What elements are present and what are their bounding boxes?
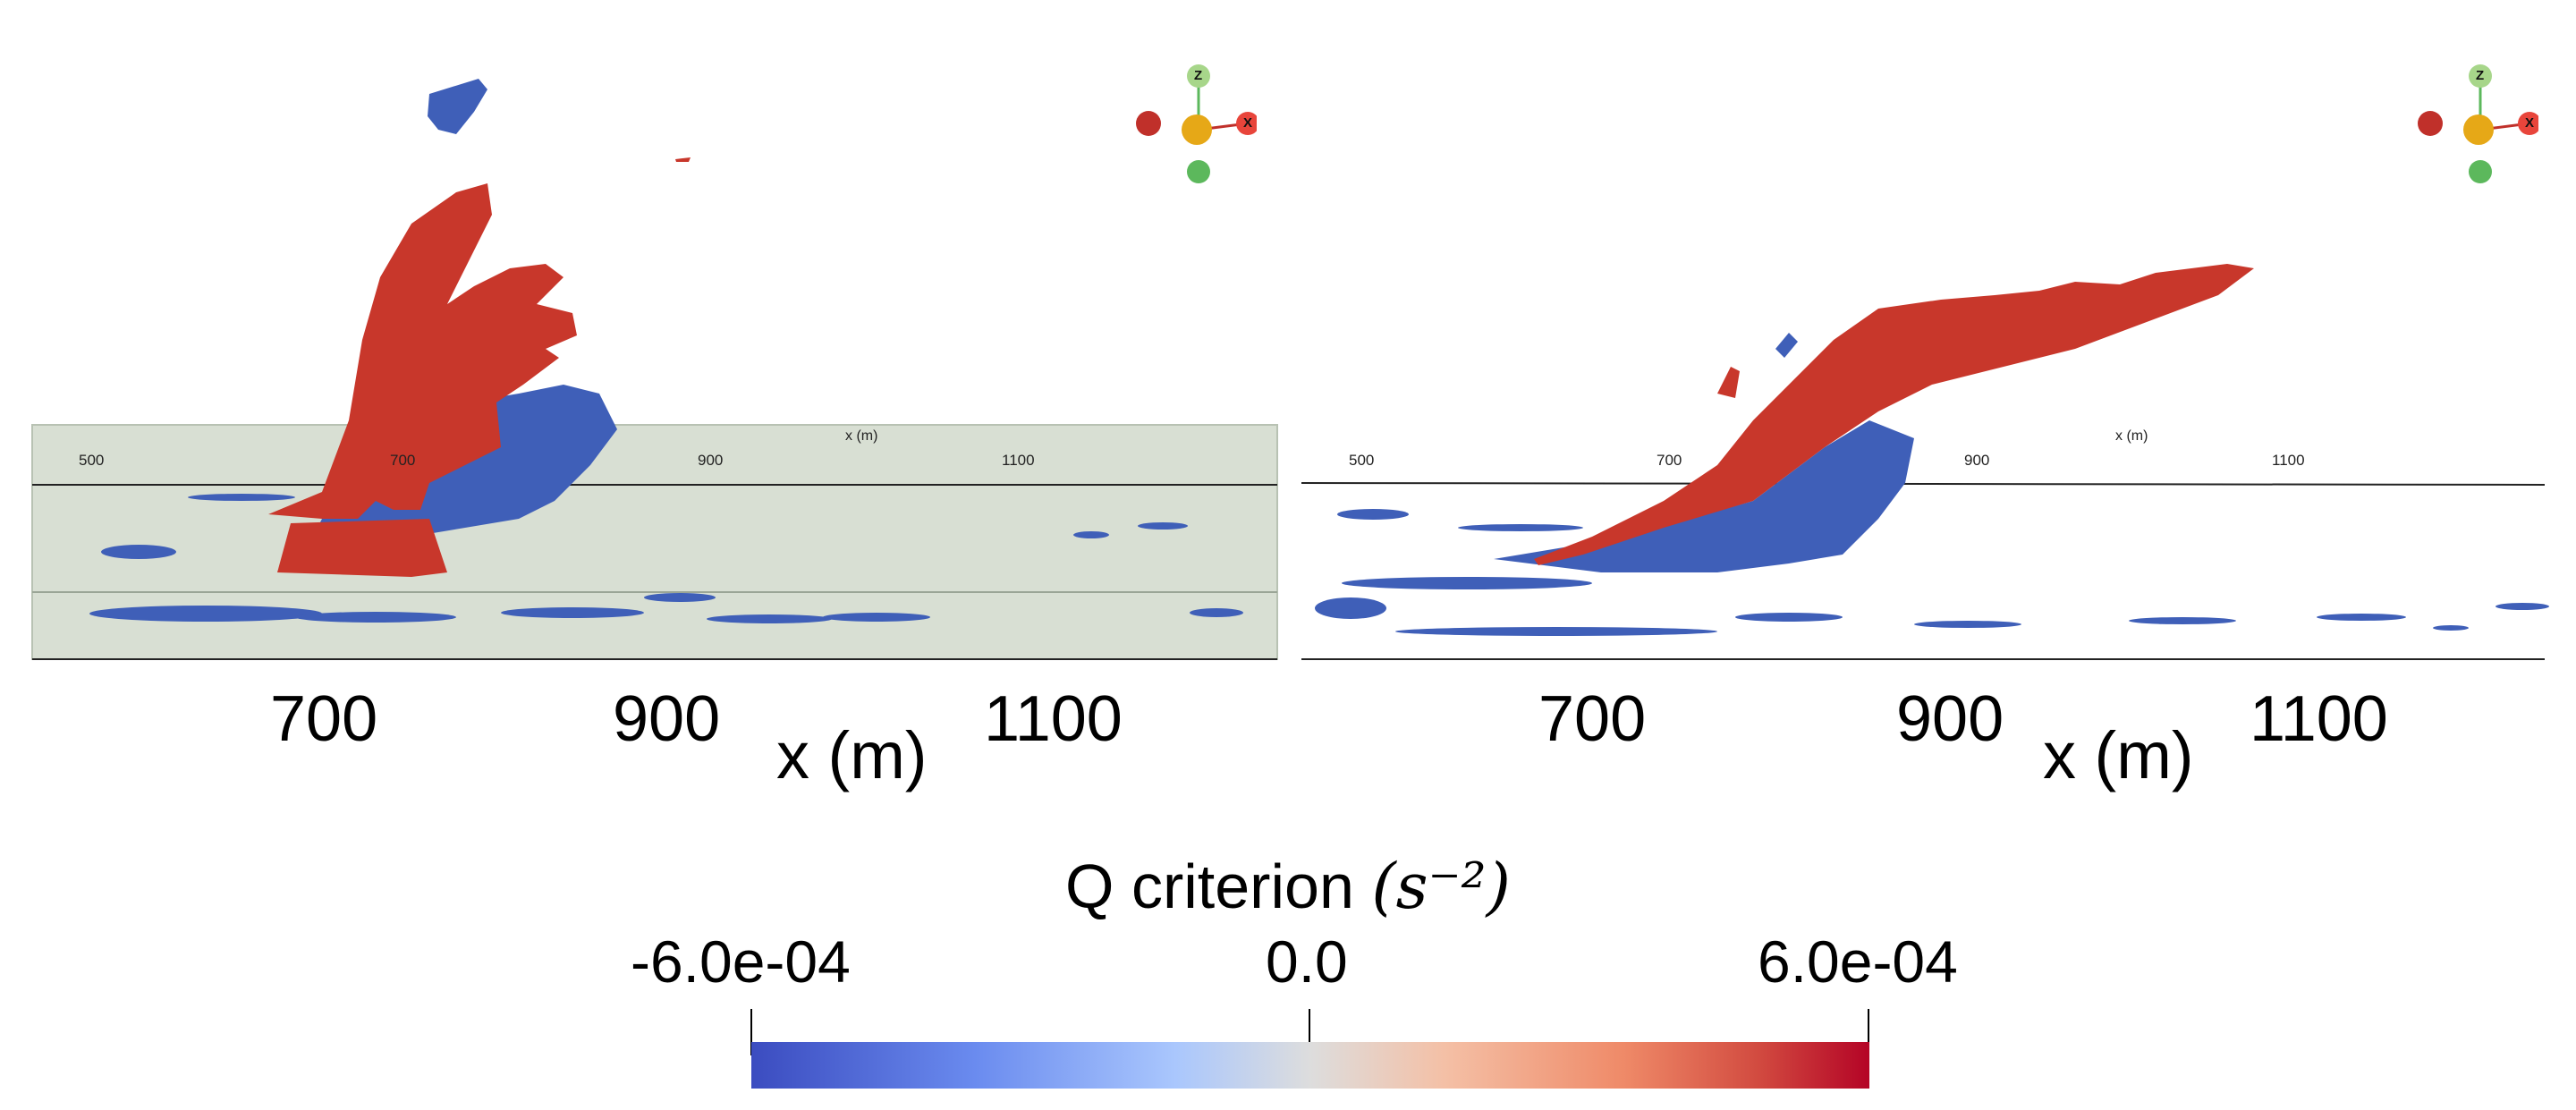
orientation-axes-widget: Z X bbox=[2413, 58, 2538, 192]
negative-q-streaks bbox=[89, 494, 1243, 623]
colorbar-mid-label: 0.0 bbox=[1266, 928, 1348, 995]
axis-x-label: X bbox=[2525, 115, 2535, 131]
colorbar-title-text: Q criterion bbox=[1065, 852, 1354, 921]
tick-700: 700 bbox=[1538, 683, 1647, 755]
negative-q-tip bbox=[1775, 333, 1798, 358]
tick-900: 900 bbox=[1896, 683, 2004, 755]
plane-tick-1100: 1100 bbox=[1002, 452, 1035, 469]
axis-z-dot bbox=[1187, 64, 1210, 88]
plane-tick-900: 900 bbox=[1964, 452, 1990, 469]
axis-neg-y-dot bbox=[2469, 160, 2492, 183]
axis-x-dot bbox=[2518, 112, 2538, 135]
colorbar-min-label: -6.0e-04 bbox=[631, 928, 851, 995]
axis-neg-x-dot bbox=[2418, 111, 2443, 136]
colorbar-tick-max bbox=[1868, 1009, 1869, 1055]
tick-700: 700 bbox=[270, 683, 378, 755]
left-render-scene bbox=[31, 79, 1278, 660]
positive-q-fragment bbox=[675, 157, 691, 162]
x-axis-title: x (m) bbox=[776, 718, 928, 792]
right-render-panel: 500 700 900 1100 x (m) 700 900 1100 x (m… bbox=[1288, 0, 2576, 805]
plane-tick-700: 700 bbox=[1657, 452, 1682, 469]
plane-tick-900: 900 bbox=[698, 452, 724, 469]
colorbar-title: Q criterion (s⁻²) bbox=[0, 850, 2576, 923]
plane-top-edge bbox=[1301, 482, 2546, 486]
plane-axis-label: x (m) bbox=[2115, 428, 2148, 444]
axis-x-dot bbox=[1236, 112, 1257, 135]
tick-900: 900 bbox=[613, 683, 721, 755]
plane-tick-500: 500 bbox=[79, 452, 105, 469]
axis-x-label: X bbox=[1243, 115, 1253, 131]
plane-tick-700: 700 bbox=[390, 452, 416, 469]
positive-q-vortex-base bbox=[277, 519, 447, 577]
positive-q-tip bbox=[1717, 367, 1740, 398]
colorbar-max-label: 6.0e-04 bbox=[1758, 928, 1958, 995]
axis-neg-x-dot bbox=[1136, 111, 1161, 136]
x-axis-title: x (m) bbox=[2043, 718, 2194, 792]
orientation-axes-widget: Z X bbox=[1131, 58, 1257, 192]
axis-neg-y-dot bbox=[1187, 160, 1210, 183]
right-render-scene bbox=[1301, 264, 2549, 660]
colorbar-tick-mid bbox=[1309, 1009, 1310, 1055]
left-render-panel: 500 700 900 1100 x (m) 700 900 1100 x (m… bbox=[0, 0, 1288, 805]
ground-plane bbox=[31, 424, 1278, 660]
tick-1100: 1100 bbox=[2250, 683, 2388, 755]
axis-z-label: Z bbox=[1194, 68, 1203, 83]
plane-axis-label: x (m) bbox=[845, 428, 878, 444]
colorbar-gradient bbox=[751, 1042, 1869, 1089]
axis-z-dot bbox=[2469, 64, 2492, 88]
colorbar-unit: (s⁻²) bbox=[1371, 850, 1511, 923]
positive-q-detached-fragment bbox=[428, 79, 487, 134]
axis-origin-dot bbox=[2463, 114, 2494, 145]
axis-origin-dot bbox=[1182, 114, 1212, 145]
plane-tick-1100: 1100 bbox=[2272, 452, 2305, 469]
plane-tick-500: 500 bbox=[1349, 452, 1375, 469]
tick-1100: 1100 bbox=[984, 683, 1123, 755]
negative-q-streaks bbox=[1315, 509, 2549, 636]
negative-q-vortex bbox=[1494, 420, 1914, 572]
axis-z-label: Z bbox=[2476, 68, 2485, 83]
positive-q-vortex bbox=[1534, 264, 2254, 565]
positive-q-vortex bbox=[268, 183, 577, 519]
colorbar-tick-min bbox=[750, 1009, 752, 1055]
